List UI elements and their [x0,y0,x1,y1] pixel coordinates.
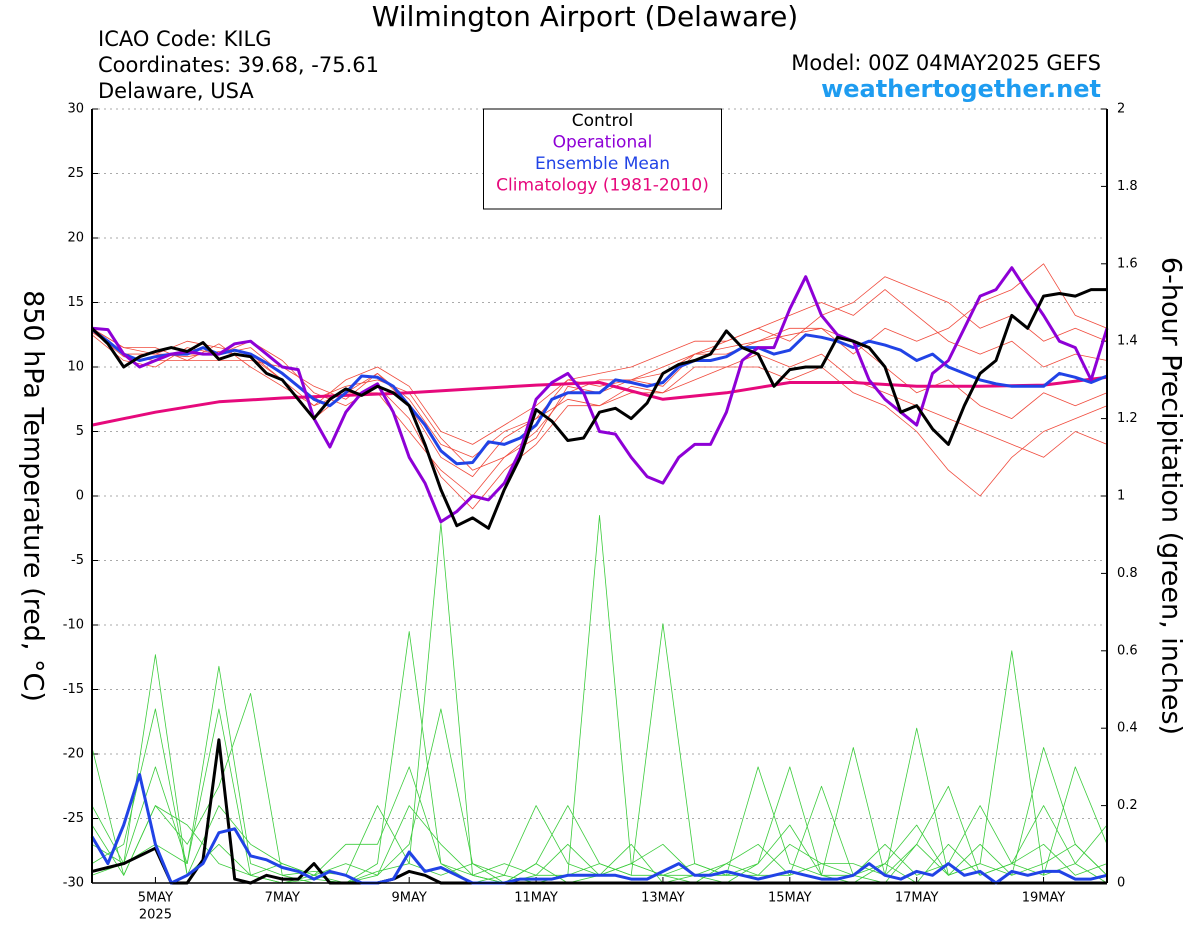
y-tick-label: 5 [76,424,84,439]
series-line [91,327,1108,477]
series-line [91,266,1109,524]
x-tick-label: 11MAY [514,891,558,906]
y-axis-label: 850 hPa Temperature (red, °C) [18,290,49,702]
y2-tick-label: 0.2 [1117,798,1138,813]
y-tick-label: 25 [67,166,84,181]
x-tick-year: 2025 [139,908,172,923]
x-tick-label: 9MAY [392,891,427,906]
legend-entry: Ensemble Mean [535,154,670,174]
series-line [91,328,1108,466]
y-tick-label: -15 [63,682,84,697]
y-tick-label: -30 [63,876,84,891]
y-tick-label: -20 [63,747,84,762]
y2-tick-label: 0 [1117,876,1125,891]
x-tick-label: 13MAY [641,891,685,906]
series-line [91,522,1108,884]
info-line: Coordinates: 39.68, -75.61 [98,53,379,77]
y-tick-label: 30 [67,102,84,117]
series-line [91,515,1108,884]
source-label: weathertogether.net [821,75,1101,103]
legend-box [483,108,722,210]
y-tick-label: -10 [63,618,84,633]
series-line [91,738,1107,885]
y2-tick-label: 2 [1117,102,1125,117]
y2-tick-label: 0.6 [1117,643,1138,658]
y2-tick-label: 1.2 [1117,411,1138,426]
y2-tick-label: 1.8 [1117,179,1138,194]
y-tick-label: 20 [67,231,84,246]
series-line [91,375,1108,427]
series-line [90,288,1107,530]
y-tick-label: 0 [76,489,84,504]
y2-tick-label: 0.8 [1117,566,1138,581]
chart-title: Wilmington Airport (Delaware) [372,0,798,33]
x-tick-label: 15MAY [768,891,812,906]
legend-entry: Control [572,111,633,131]
model-label: Model: 00Z 04MAY2025 GEFS [791,51,1101,75]
series-line [91,334,1108,510]
y-tick-label: 15 [67,295,84,310]
legend-entry: Operational [553,133,653,153]
x-tick-label: 5MAY [138,891,173,906]
x-tick-label: 19MAY [1022,891,1066,906]
series-line [91,330,1108,497]
x-tick-label: 7MAY [265,891,300,906]
y-tick-label: 10 [67,360,84,375]
x-tick-label: 17MAY [895,891,939,906]
y2-axis-label: 6-hour Precipitation (green, inches) [1156,257,1187,735]
y2-tick-label: 1 [1117,489,1125,504]
info-line: Delaware, USA [98,79,254,103]
y2-tick-label: 1.6 [1117,256,1138,271]
series-line [90,773,1108,885]
y2-tick-label: 0.4 [1117,721,1138,736]
y2-tick-label: 1.4 [1117,334,1138,349]
info-line: ICAO Code: KILG [98,27,272,51]
y-tick-label: -5 [71,553,84,568]
series-line [91,263,1108,471]
y-tick-label: -25 [63,811,84,826]
series-line [91,708,1108,884]
series-line [91,708,1108,884]
legend-entry: Climatology (1981-2010) [496,176,709,196]
